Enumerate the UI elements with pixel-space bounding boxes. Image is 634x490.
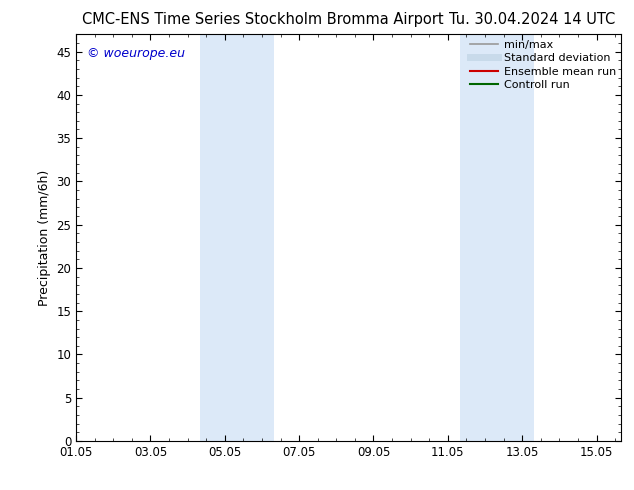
Bar	[460, 34, 534, 441]
Legend: min/max, Standard deviation, Ensemble mean run, Controll run: min/max, Standard deviation, Ensemble me…	[470, 40, 616, 90]
Text: Tu. 30.04.2024 14 UTC: Tu. 30.04.2024 14 UTC	[449, 12, 615, 27]
Text: CMC-ENS Time Series Stockholm Bromma Airport: CMC-ENS Time Series Stockholm Bromma Air…	[82, 12, 444, 27]
Bar	[200, 34, 275, 441]
Y-axis label: Precipitation (mm/6h): Precipitation (mm/6h)	[38, 170, 51, 306]
Text: © woeurope.eu: © woeurope.eu	[87, 47, 185, 59]
